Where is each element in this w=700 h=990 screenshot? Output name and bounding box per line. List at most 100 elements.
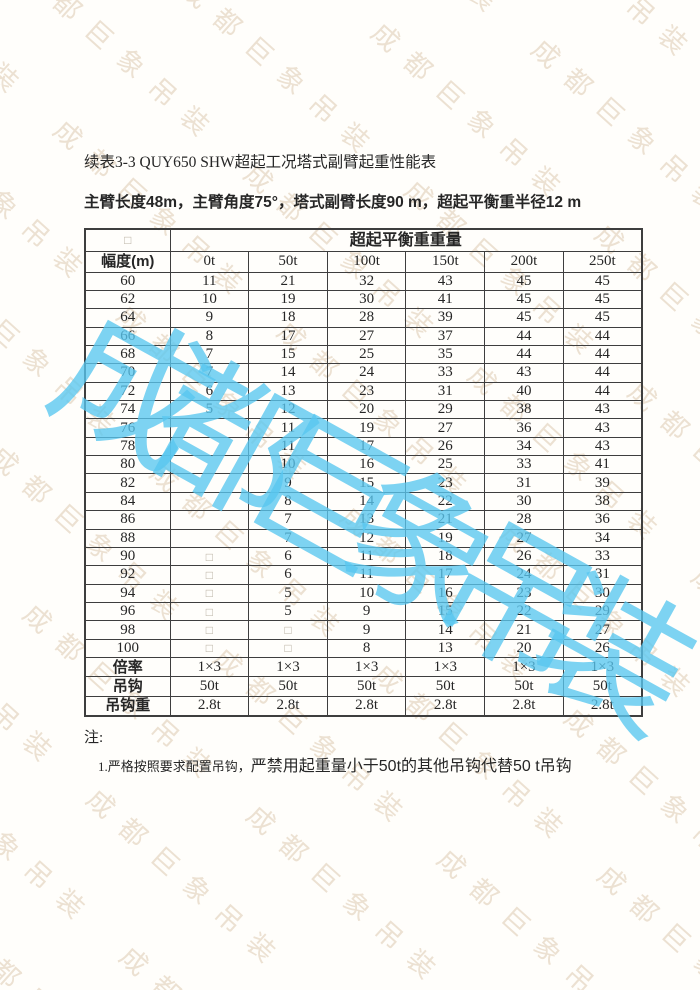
load-cell: 41 [562,455,643,475]
load-cell: □ [169,601,250,622]
footer-value-cell: 1×3 [562,657,643,678]
header-row-counterweight: □ 超起平衡重重量 [84,228,643,252]
load-cell [169,473,250,493]
load-cell: 27 [326,326,407,346]
load-cell: □ [169,565,250,585]
note-1-prefix: 1.严格按照要求配置吊钩， [98,759,251,774]
table-footer-row: 吊钩重 2.8t 2.8t 2.8t 2.8t 2.8t 2.8t [84,695,643,717]
load-cell: 31 [562,565,643,585]
table-row: 66 8 17 27 37 44 44 [84,326,643,346]
notes-label: 注: [84,730,104,746]
load-cell: 9 [326,601,407,622]
load-cell: □ [248,638,328,659]
load-cell: 34 [562,528,643,548]
load-cell: 26 [562,638,643,659]
table-footer-row: 吊钩 50t 50t 50t 50t 50t 50t [84,676,643,697]
load-cell: 45 [562,289,643,310]
table-row: 86 7 13 21 28 36 [84,510,643,530]
radius-cell: 94 [84,583,171,603]
load-cell: 6 [248,565,328,585]
load-cell: 19 [248,289,328,310]
load-cell: 43 [484,363,564,383]
radius-cell: 92 [84,565,171,585]
load-cell: 26 [405,436,486,457]
radius-cell: 96 [84,601,171,622]
load-cell: 27 [562,620,643,640]
table-row: 98 □ □ 9 14 21 27 [84,620,643,640]
load-cell: 33 [484,455,564,475]
table-row: 62 10 19 30 41 45 45 [84,289,643,310]
capacity-table: □ 超起平衡重重量 幅度(m) 0t 50t 100t 150t 200t 25… [84,228,643,717]
radius-cell: 72 [84,381,171,402]
load-cell: 21 [405,510,486,530]
table-row: 96 □ 5 9 15 22 29 [84,601,643,622]
table-row: 94 □ 5 10 16 23 30 [84,583,643,603]
load-cell: 39 [405,308,486,328]
working-condition-line: 主臂长度48m，主臂角度75°，塔式副臂长度90 m，超起平衡重半径12 m [84,194,582,211]
radius-cell: 68 [84,344,171,365]
load-cell: 33 [562,546,643,567]
table-header: □ 超起平衡重重量 幅度(m) 0t 50t 100t 150t 200t 25… [84,228,643,273]
load-cell: 30 [562,583,643,603]
load-cell: 35 [405,344,486,365]
load-cell: 10 [326,583,407,603]
load-cell: 7 [248,510,328,530]
load-cell: 24 [326,363,407,383]
load-cell [169,528,250,548]
load-cell: 26 [484,546,564,567]
header-row-columns: 幅度(m) 0t 50t 100t 150t 200t 250t [84,250,643,273]
load-cell: 11 [248,418,328,438]
column-header-150t: 150t [405,250,486,273]
load-cell: 25 [326,344,407,365]
load-cell: 38 [484,400,564,420]
table-row: 60 11 21 32 43 45 45 [84,271,643,291]
footer-value-cell: 1×3 [405,657,486,678]
load-cell: 10 [248,455,328,475]
load-cell [169,418,250,438]
load-cell: 45 [562,271,643,291]
load-cell: 44 [562,363,643,383]
load-cell: 41 [405,289,486,310]
table-row: 100 □ □ 8 13 20 26 [84,638,643,659]
load-cell: 9 [326,620,407,640]
column-header-0t: 0t [169,250,250,273]
load-cell: 10 [169,289,250,310]
table-row: 78 11 17 26 34 43 [84,436,643,457]
load-cell: 31 [405,381,486,402]
load-cell: 30 [484,491,564,512]
load-cell: 43 [562,436,643,457]
table-row: 76 11 19 27 36 43 [84,418,643,438]
load-cell: 38 [562,491,643,512]
footer-value-cell: 50t [484,676,564,697]
load-cell [169,491,250,512]
radius-cell: 64 [84,308,171,328]
table-row: 82 9 15 23 31 39 [84,473,643,493]
table-row: 68 7 15 25 35 44 44 [84,344,643,365]
load-cell: 29 [562,601,643,622]
footer-value-cell: 50t [248,676,328,697]
radius-cell: 78 [84,436,171,457]
footer-value-cell: 2.8t [562,695,643,717]
load-cell: 43 [562,418,643,438]
load-cell: 27 [484,528,564,548]
load-cell: 17 [405,565,486,585]
corner-placeholder-cell: □ [84,228,171,252]
footer-value-cell: 2.8t [405,695,486,717]
load-cell: 36 [484,418,564,438]
radius-cell: 80 [84,455,171,475]
load-cell: 44 [484,344,564,365]
load-cell: 13 [405,638,486,659]
column-header-50t: 50t [248,250,328,273]
load-cell: 15 [248,344,328,365]
note-1-main: 严禁用起重量小于50t的其他吊钩代替50 t吊钩 [250,758,572,775]
load-cell: 31 [484,473,564,493]
load-cell: 20 [484,638,564,659]
load-cell: 12 [326,528,407,548]
load-cell: 39 [562,473,643,493]
load-cell: 44 [562,344,643,365]
radius-cell: 76 [84,418,171,438]
load-cell: 12 [248,400,328,420]
load-cell: 14 [326,491,407,512]
